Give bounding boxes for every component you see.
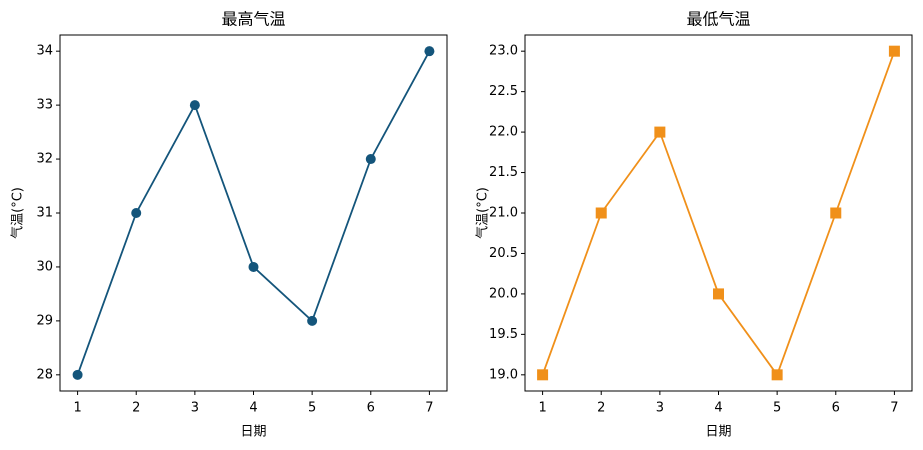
y-tick-label: 20.5 <box>489 246 518 261</box>
y-tick-label: 34 <box>36 44 53 59</box>
marker <box>365 154 376 165</box>
x-tick-label: 4 <box>249 401 257 416</box>
line <box>541 50 896 377</box>
y-tick-label: 31 <box>36 206 53 221</box>
y-tick-label: 19.5 <box>489 327 518 342</box>
x-tick-label: 6 <box>832 401 840 416</box>
y-tick-label: 21.5 <box>489 165 518 180</box>
marker <box>713 288 724 300</box>
x-tick-label: 5 <box>308 401 316 416</box>
plot-frame <box>59 34 448 392</box>
marker <box>131 208 142 218</box>
marker <box>72 369 83 380</box>
x-tick-label: 2 <box>597 401 605 416</box>
marker <box>424 46 435 57</box>
marker <box>537 369 549 381</box>
y-tick-label: 29 <box>36 313 53 328</box>
y-axis-label: 气温(°C) <box>475 187 491 239</box>
y-tick-label: 19.0 <box>489 367 518 382</box>
marker <box>595 207 607 219</box>
marker <box>888 45 900 57</box>
x-tick-label: 7 <box>890 401 898 416</box>
y-tick-label: 33 <box>36 98 53 113</box>
x-tick-label: 3 <box>656 401 664 416</box>
y-axis-label: 气温(°C) <box>10 187 26 239</box>
x-tick-label: 1 <box>73 401 81 416</box>
y-tick-label: 30 <box>36 259 53 274</box>
x-tick-label: 6 <box>367 401 375 416</box>
x-tick-label: 5 <box>773 401 781 416</box>
x-tick-label: 2 <box>132 401 140 416</box>
x-tick-label: 1 <box>538 401 546 416</box>
marker <box>654 126 666 138</box>
line <box>76 50 431 376</box>
x-tick-label: 7 <box>425 401 433 416</box>
y-tick-label: 21.0 <box>489 206 518 221</box>
marker <box>307 315 318 326</box>
chart-title: 最高气温 <box>221 10 285 29</box>
y-tick-label: 32 <box>36 152 53 167</box>
marker <box>830 207 842 219</box>
x-tick-label: 3 <box>191 401 199 416</box>
y-tick-label: 20.0 <box>489 286 518 301</box>
marker <box>248 261 259 272</box>
y-tick-label: 23.0 <box>489 44 518 59</box>
chart-title: 最低气温 <box>686 10 750 29</box>
x-axis-label: 日期 <box>240 425 266 440</box>
x-tick-label: 4 <box>714 401 722 416</box>
x-axis-label: 日期 <box>705 425 731 440</box>
y-tick-label: 28 <box>36 367 53 382</box>
plot-frame <box>524 34 913 392</box>
y-tick-label: 22.0 <box>489 125 518 140</box>
y-tick-label: 22.5 <box>489 84 518 99</box>
marker <box>771 369 783 381</box>
marker <box>189 100 200 111</box>
